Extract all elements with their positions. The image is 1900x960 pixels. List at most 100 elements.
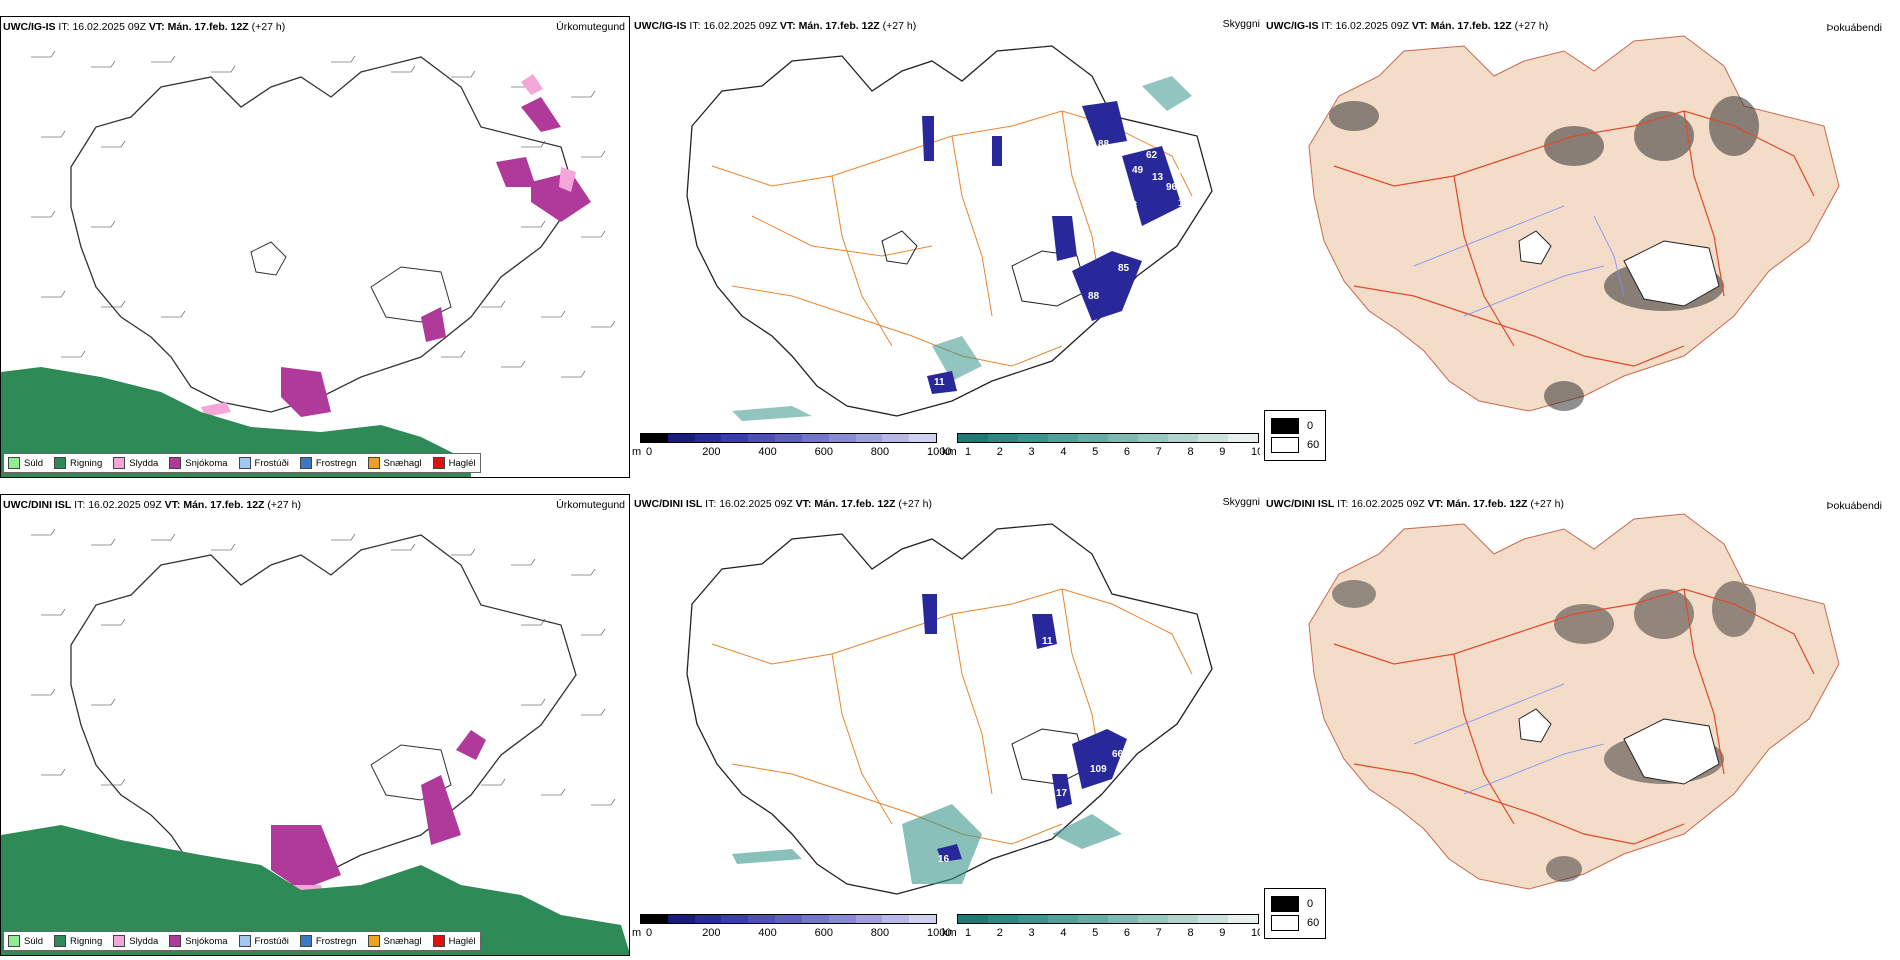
- vis-value: 12: [982, 611, 994, 622]
- vis-value: 14: [1044, 208, 1056, 219]
- colorbar-segment: [1138, 434, 1168, 442]
- colorbar-segment: [748, 434, 776, 442]
- legend-swatch: [8, 457, 20, 469]
- iceland-land: [1308, 35, 1840, 412]
- fog-index-label: Þokuábendi: [1826, 500, 1882, 512]
- colorbar-tick: 4: [1060, 446, 1067, 458]
- legend-swatch: [1271, 418, 1299, 434]
- road-network: [711, 110, 1193, 367]
- colorbar-tick: 400: [758, 927, 777, 939]
- vis-value: 83: [1178, 165, 1190, 176]
- vis-value: 95: [1064, 304, 1076, 315]
- vis-value: 11: [934, 377, 945, 388]
- colorbar-tick: 200: [702, 446, 721, 458]
- colorbar-tick: 0: [646, 446, 653, 458]
- colorbar-tick: 10: [1251, 927, 1260, 939]
- colorbar-segment: [1048, 915, 1078, 923]
- colorbar-km-unit: km: [942, 927, 957, 939]
- road-network: [1333, 588, 1815, 845]
- colorbar-segment: [667, 915, 695, 923]
- vis-value: 88: [1098, 139, 1110, 150]
- legend-item-snaehagl: Snæhagl: [367, 457, 422, 469]
- it-value: 16.02.2025 09Z: [72, 21, 146, 33]
- visibility-panel-bottom: UWC/DINI ISL IT: 16.02.2025 09Z VT: Mán.…: [632, 494, 1260, 960]
- fog-legend-top: 0 60: [1264, 410, 1327, 461]
- legend-item-frostregn: Frostregn: [299, 457, 357, 469]
- colorbar-segment: [1078, 915, 1108, 923]
- colorbar-segment: [1108, 915, 1138, 923]
- colorbar-segment: [1018, 434, 1048, 442]
- legend-swatch: [432, 457, 445, 469]
- iceland-outline: [70, 56, 577, 413]
- vis-value: 18: [1126, 200, 1138, 211]
- vis-value: 170: [1098, 165, 1115, 176]
- legend-swatch: [432, 935, 445, 947]
- colorbar-segment: [748, 915, 776, 923]
- vis-value: 66: [1112, 749, 1124, 760]
- panel-title: UWC/DINI ISL IT: 16.02.2025 09Z VT: Mán.…: [1266, 498, 1564, 510]
- colorbar-segment: [855, 915, 883, 923]
- vis-value: 88: [1088, 291, 1100, 302]
- legend-swatch: [113, 935, 126, 947]
- legend-swatch: [54, 457, 67, 469]
- vis-value: 5: [1180, 188, 1186, 199]
- colorbar-segment: [1228, 434, 1258, 442]
- legend-item-haglel: Haglél: [432, 457, 476, 469]
- colorbar-tick: 3: [1028, 446, 1035, 458]
- precip-type-label: Úrkomutegund: [556, 21, 625, 33]
- panel-title: UWC/IG-IS IT: 16.02.2025 09Z VT: Mán. 17…: [3, 21, 285, 33]
- colorbar-segment: [909, 915, 936, 923]
- colorbar-tick: 9: [1219, 927, 1226, 939]
- colorbar-tick: 6: [1123, 446, 1130, 458]
- legend-swatch: [238, 935, 251, 947]
- colorbar-tick: 200: [702, 927, 721, 939]
- colorbar-segment: [721, 915, 749, 923]
- colorbar-segment: [958, 434, 988, 442]
- colorbar-segment: [958, 915, 988, 923]
- fog-map: [1308, 35, 1840, 412]
- glacier-area: [1623, 240, 1720, 307]
- precip-panel-top: UWC/IG-IS IT: 16.02.2025 09Z VT: Mán. 17…: [0, 16, 630, 478]
- teal-visibility-areas: [732, 76, 1192, 421]
- river-network: [1413, 683, 1605, 795]
- legend-swatch: [299, 935, 312, 947]
- colorbar-tick: 1: [965, 927, 972, 939]
- lead-time: (+27 h): [251, 21, 286, 33]
- low-visibility-areas: [922, 101, 1182, 394]
- precip-panel-bottom: UWC/DINI ISL IT: 16.02.2025 09Z VT: Mán.…: [0, 494, 630, 956]
- wind-barbs: [31, 50, 616, 378]
- colorbar-segment: [775, 434, 802, 442]
- fog-legend-bottom: 0 60: [1264, 888, 1327, 939]
- legend-swatch: [367, 457, 380, 469]
- colorbar-segment: [988, 434, 1018, 442]
- colorbar-segment: [1138, 915, 1168, 923]
- colorbar-segment: [882, 915, 910, 923]
- panel-title: UWC/IG-IS IT: 16.02.2025 09Z VT: Mán. 17…: [634, 20, 917, 32]
- colorbar-segment: [775, 915, 802, 923]
- vis-value: 59: [1062, 190, 1074, 201]
- vis-value: 11: [1042, 636, 1053, 647]
- iceland-land: [1308, 513, 1840, 890]
- legend-item-rigning: Rigning: [54, 457, 102, 469]
- colorbar-tick: 9: [1219, 446, 1226, 458]
- vis-value: 13: [1178, 198, 1190, 209]
- vis-value: 96: [1166, 182, 1178, 193]
- colorbar-tick: 7: [1155, 446, 1162, 458]
- colorbar-segment: [882, 434, 910, 442]
- panel-title: UWC/DINI ISL IT: 16.02.2025 09Z VT: Mán.…: [634, 498, 932, 510]
- colorbar-tick: 8: [1187, 446, 1194, 458]
- glacier-outline-small: [881, 230, 918, 265]
- fog-map: [1308, 513, 1840, 890]
- legend-swatch: [367, 935, 380, 947]
- colorbar-tick: 1000: [927, 927, 952, 939]
- glacier-area: [1623, 718, 1720, 785]
- glacier-outline: [370, 266, 452, 323]
- fog-legend-item: 0: [1271, 418, 1319, 434]
- colorbar-segment: [1078, 434, 1108, 442]
- panel-title: UWC/DINI ISL IT: 16.02.2025 09Z VT: Mán.…: [3, 499, 301, 511]
- legend-swatch: [1271, 896, 1299, 912]
- legend-item-frostudi: Frostúði: [238, 457, 289, 469]
- wind-barbs: [31, 528, 616, 806]
- vis-value: 109: [1090, 764, 1107, 775]
- colorbar-tick: 7: [1155, 927, 1162, 939]
